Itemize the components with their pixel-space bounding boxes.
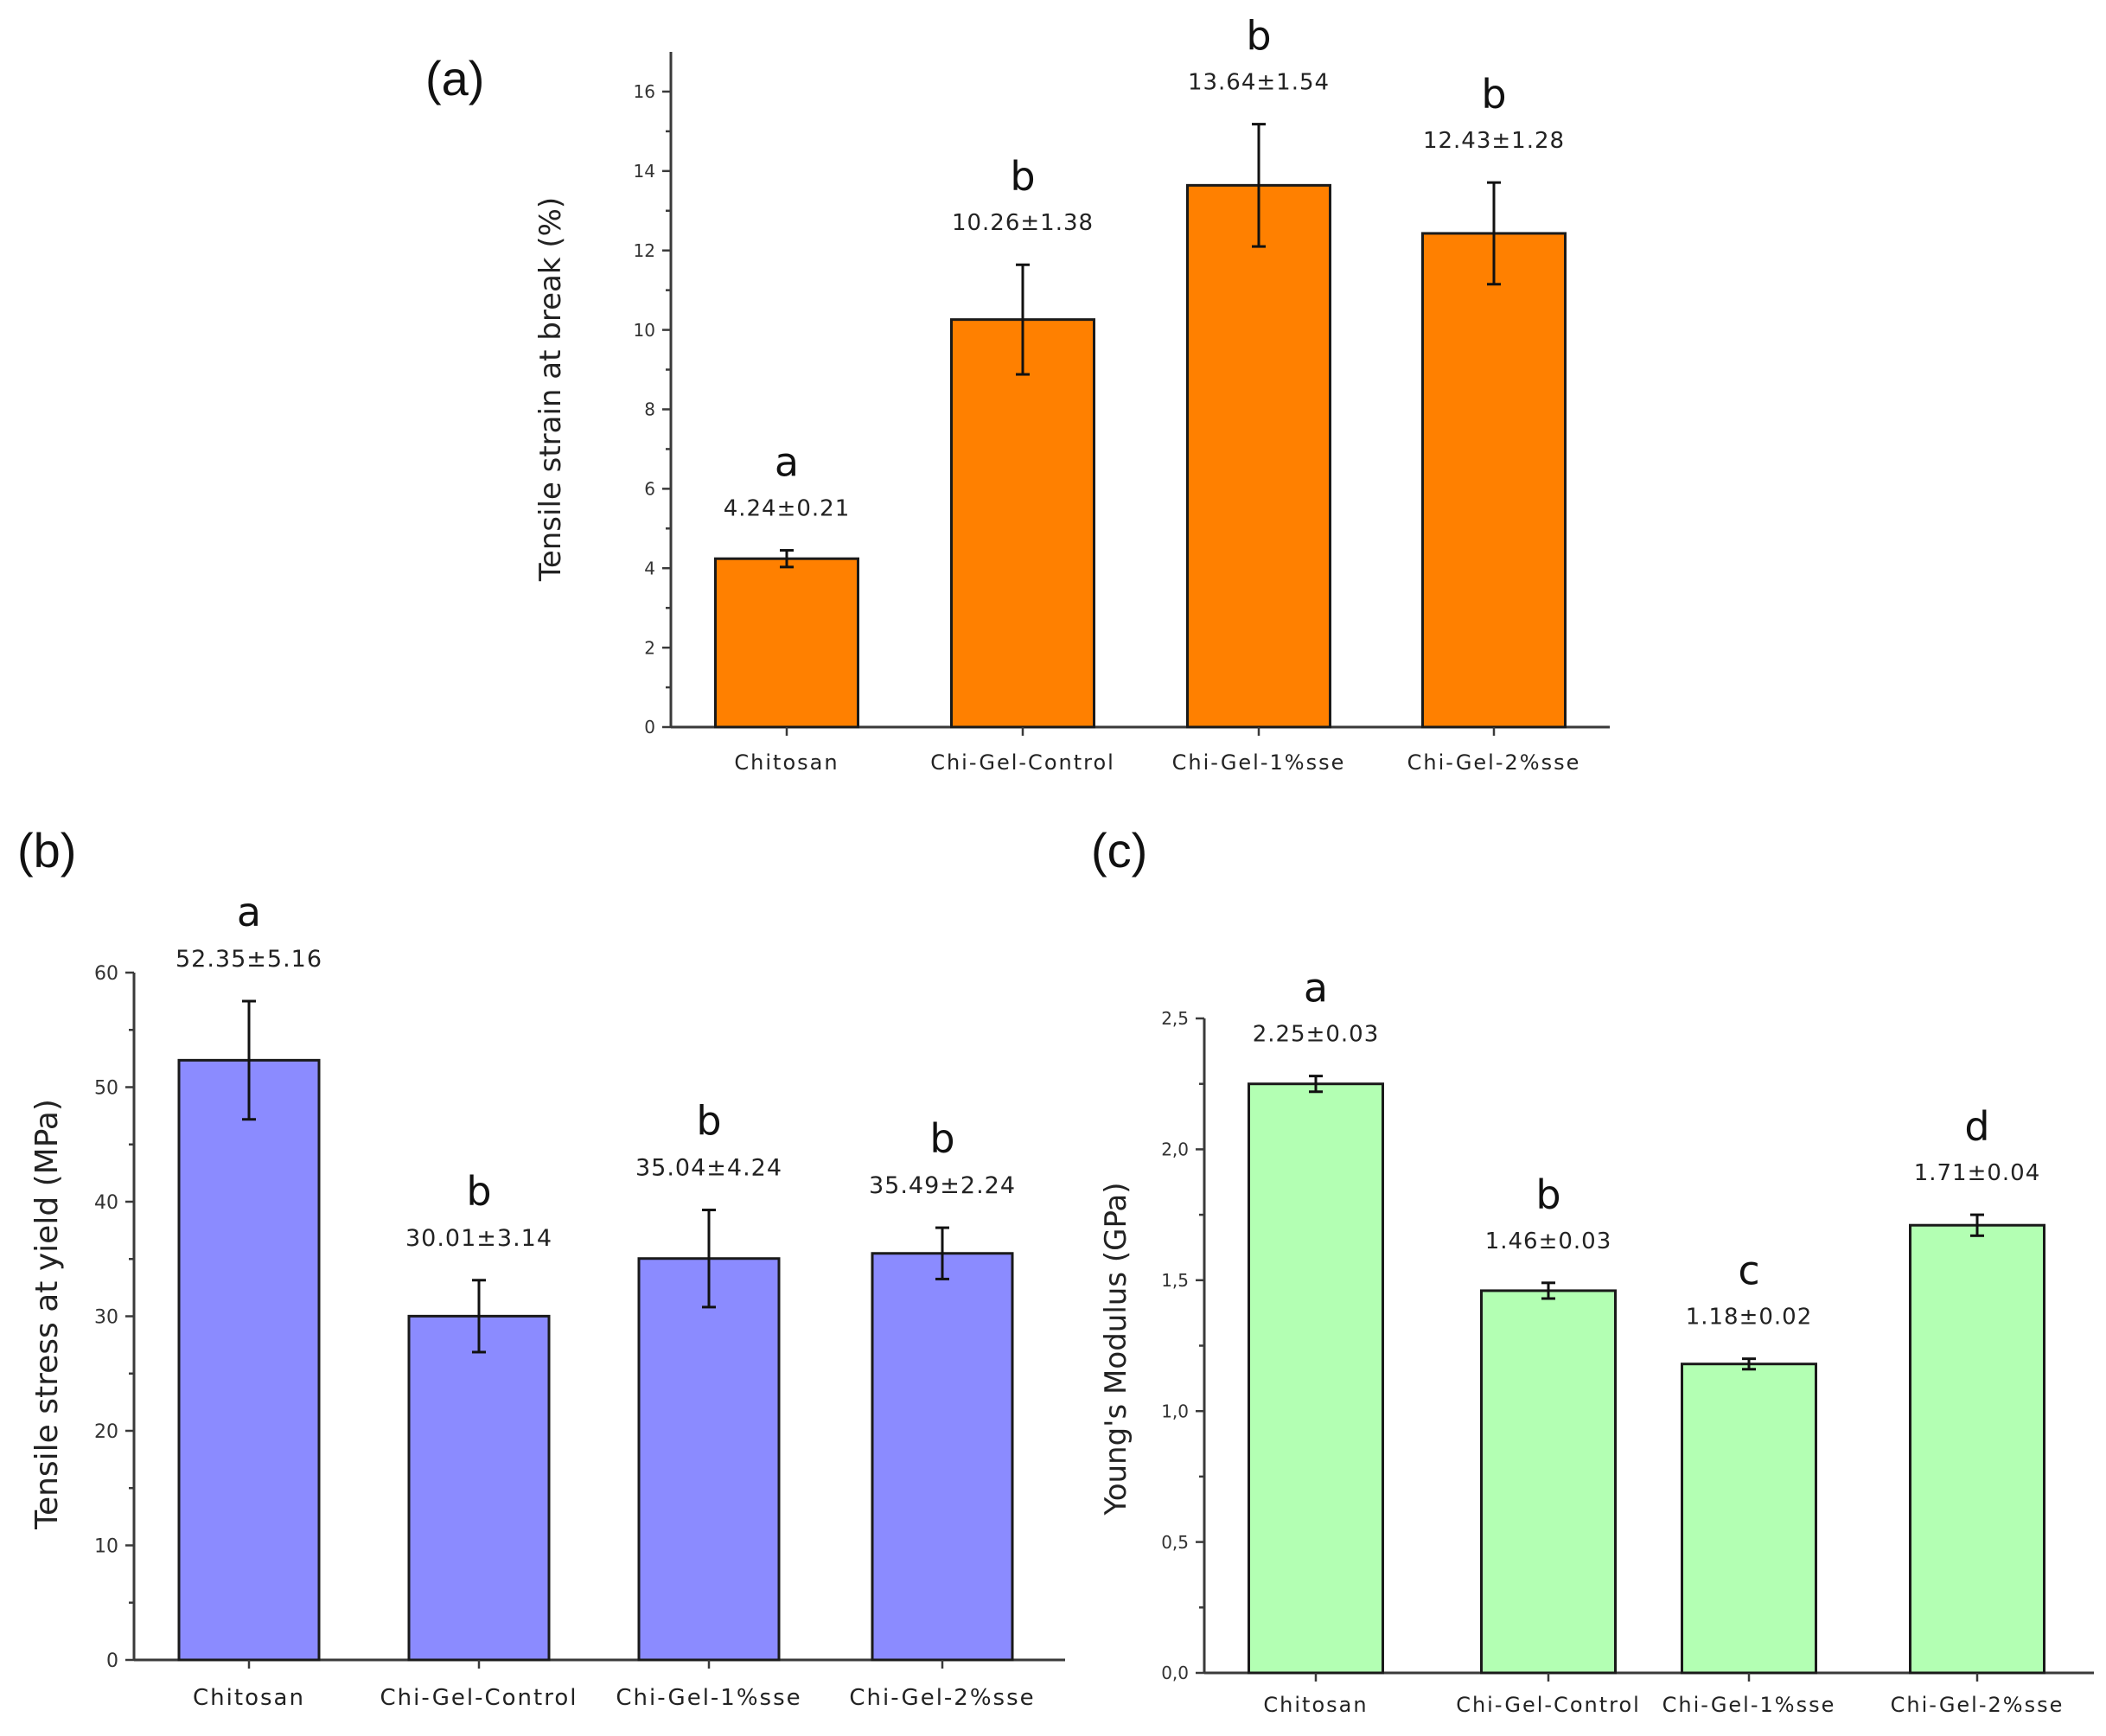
- value-label: 30.01±3.14: [405, 1225, 552, 1252]
- bar: [871, 1252, 1014, 1662]
- y-tick-label: 16: [634, 81, 655, 102]
- x-tick-label: Chi-Gel-Control: [930, 750, 1115, 775]
- significance-letter: c: [1738, 1248, 1759, 1294]
- value-label: 35.49±2.24: [869, 1172, 1016, 1199]
- value-label: 12.43±1.28: [1423, 128, 1565, 154]
- panel-a-chart: (a) 0 2 4 6 8 10 12 14 16 Tensile strain at break …: [425, 13, 1610, 775]
- y-tick-label: 14: [634, 161, 655, 182]
- bar: [1480, 1289, 1617, 1675]
- y-tick-label: 6: [644, 479, 655, 500]
- value-label: 10.26±1.38: [952, 210, 1094, 236]
- x-tick-label: Chi-Gel-2%sse: [1891, 1693, 2065, 1717]
- y-axis-label: Tensile strain at break (%): [533, 197, 568, 582]
- significance-letter: b: [1010, 153, 1035, 200]
- significance-letter: b: [1246, 13, 1271, 60]
- value-label: 1.46±0.03: [1485, 1229, 1612, 1254]
- y-tick-label: 8: [644, 399, 655, 420]
- x-tick-label: Chi-Gel-2%sse: [849, 1685, 1035, 1711]
- value-label: 1.18±0.02: [1686, 1305, 1813, 1331]
- x-tick-label: Chi-Gel-1%sse: [1172, 750, 1346, 775]
- y-tick-label: 50: [94, 1077, 118, 1099]
- bar: [714, 557, 859, 729]
- x-tick-label: Chi-Gel-Control: [1456, 1693, 1641, 1717]
- bar: [1421, 232, 1567, 729]
- x-tick-label: Chitosan: [1263, 1693, 1368, 1717]
- value-label: 13.64±1.54: [1188, 70, 1330, 96]
- significance-letter: a: [1304, 965, 1328, 1012]
- significance-letter: b: [1481, 71, 1506, 118]
- panel-c-chart: (c) 0,0 0,5 1,0 1,5 2,0 2,5 Young's Modulus (GP…: [1091, 823, 2094, 1717]
- y-tick-label: 1,0: [1161, 1401, 1189, 1421]
- x-tick-label: Chitosan: [193, 1685, 305, 1711]
- y-tick-label: 40: [94, 1192, 118, 1214]
- y-tick-label: 1,5: [1161, 1270, 1189, 1291]
- bar: [1248, 1082, 1384, 1675]
- bar: [950, 318, 1095, 729]
- y-tick-label: 60: [94, 963, 118, 985]
- y-tick-label: 30: [94, 1306, 118, 1328]
- y-tick-label: 0,5: [1161, 1532, 1189, 1553]
- significance-letter: b: [929, 1115, 954, 1162]
- y-tick-label: 4: [644, 558, 655, 578]
- panel-label: (c): [1091, 823, 1147, 878]
- x-tick-label: Chi-Gel-1%sse: [616, 1685, 801, 1711]
- bar: [177, 1058, 321, 1662]
- bar: [1186, 183, 1331, 729]
- bar: [407, 1314, 551, 1662]
- x-tick-label: Chi-Gel-2%sse: [1407, 750, 1581, 775]
- y-axis-label: Tensile stress at yield (MPa): [29, 1099, 65, 1530]
- y-tick-label: 2: [644, 637, 655, 658]
- y-tick-label: 20: [94, 1421, 118, 1443]
- y-tick-label: 0,0: [1161, 1663, 1189, 1683]
- panel-label: (a): [425, 51, 484, 105]
- significance-letter: a: [775, 439, 799, 486]
- y-tick-label: 12: [634, 240, 655, 261]
- value-label: 4.24±0.21: [724, 496, 851, 522]
- y-tick-label: 2,0: [1161, 1139, 1189, 1160]
- panel-b-chart: (b) 0 10 20 30 40 50 60 Tensile stress at yield …: [17, 823, 1065, 1711]
- x-tick-label: Chi-Gel-Control: [380, 1685, 578, 1711]
- bar: [637, 1257, 781, 1662]
- significance-letter: a: [237, 889, 261, 935]
- panel-label: (b): [17, 823, 76, 878]
- value-label: 35.04±4.24: [635, 1155, 782, 1182]
- value-label: 1.71±0.04: [1914, 1160, 2041, 1186]
- significance-letter: d: [1964, 1103, 1989, 1150]
- significance-letter: b: [696, 1098, 721, 1145]
- significance-letter: b: [466, 1168, 491, 1215]
- value-label: 52.35±5.16: [176, 946, 322, 973]
- y-tick-label: 2,5: [1161, 1008, 1189, 1029]
- y-tick-label: 10: [634, 320, 655, 341]
- bar: [1909, 1223, 2045, 1675]
- y-tick-label: 0: [106, 1650, 118, 1672]
- x-tick-label: Chi-Gel-1%sse: [1662, 1693, 1836, 1717]
- value-label: 2.25±0.03: [1253, 1022, 1380, 1048]
- bar: [1681, 1363, 1817, 1675]
- significance-letter: b: [1535, 1171, 1560, 1218]
- y-tick-label: 0: [644, 717, 655, 737]
- y-tick-label: 10: [94, 1535, 118, 1557]
- y-axis-label: Young's Modulus (GPa): [1099, 1182, 1133, 1516]
- x-tick-label: Chitosan: [734, 750, 839, 775]
